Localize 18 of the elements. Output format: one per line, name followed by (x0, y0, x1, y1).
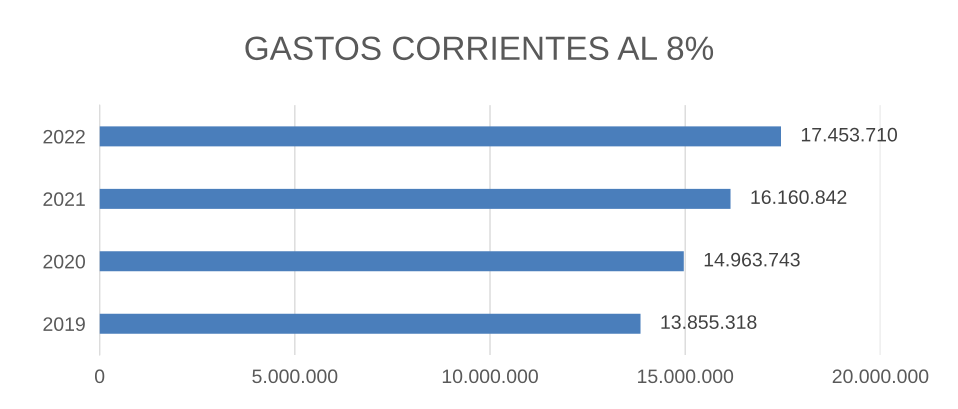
bar (100, 251, 684, 272)
x-tick-label: 0 (94, 369, 104, 384)
data-label: 13.855.318 (661, 315, 756, 329)
data-label: 14.963.743 (704, 252, 800, 267)
data-label: 16.160.842 (751, 190, 846, 204)
y-tick-label: 2021 (43, 192, 85, 206)
y-tick-label: 2019 (43, 317, 85, 332)
x-tick-label: 15.000.000 (638, 369, 734, 384)
y-tick-label: 2020 (43, 254, 85, 269)
data-label: 17.453.710 (802, 128, 897, 142)
y-tick-label: 2022 (43, 130, 85, 144)
x-tick-label: 5.000.000 (252, 369, 338, 384)
x-tick-label: 10.000.000 (442, 369, 538, 384)
x-tick-label: 20.000.000 (832, 369, 928, 384)
bar (100, 188, 731, 209)
bar (100, 126, 781, 146)
bar (100, 314, 641, 334)
chart-title: GASTOS CORRIENTES AL 8% (245, 36, 714, 60)
